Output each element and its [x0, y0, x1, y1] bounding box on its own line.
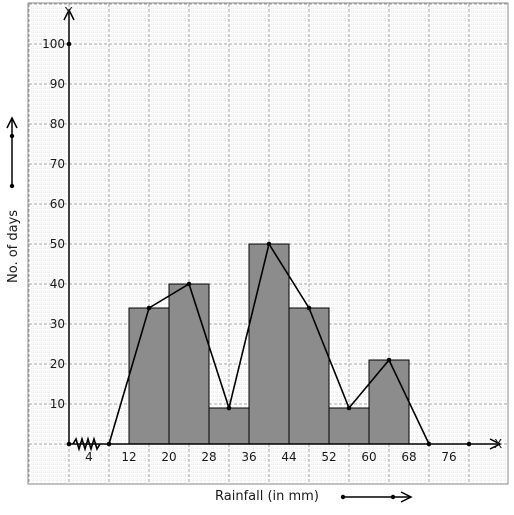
y-axis-arrowhead [63, 8, 75, 21]
frequency-polygon-point [226, 405, 232, 411]
y-tick-label: 60 [50, 197, 65, 211]
origin-point [66, 441, 72, 447]
x-tick-label: 60 [361, 450, 376, 464]
y-axis-letter: Y [64, 5, 73, 19]
frequency-polygon-point [306, 305, 312, 311]
y-tick-label: 30 [50, 317, 65, 331]
x-tick-label: 12 [121, 450, 136, 464]
y-tick-label: 20 [50, 357, 65, 371]
x-axis-arrowhead [489, 438, 502, 450]
y-axis-direction-arrow [6, 116, 18, 189]
frequency-polygon-point [146, 305, 152, 311]
x-tick-label: 4 [85, 450, 93, 464]
y-tick-label: 80 [50, 117, 65, 131]
y-tick-label: 10 [50, 397, 65, 411]
y-tick-label: 90 [50, 77, 65, 91]
y-tick-label: 50 [50, 237, 65, 251]
x-axis-letter: X [494, 437, 502, 451]
x-tick-label: 20 [161, 450, 176, 464]
histogram-bar [288, 307, 330, 445]
bars [128, 243, 410, 445]
x-tick-label: 68 [401, 450, 416, 464]
x-axis-direction-arrow [340, 491, 413, 503]
histogram-bar [168, 283, 210, 445]
x-axis-end-point [466, 441, 472, 447]
x-tick-label: 28 [201, 450, 216, 464]
histogram-bar [208, 407, 250, 445]
frequency-polygon-point [106, 441, 112, 447]
x-tick-label: 76 [441, 450, 456, 464]
tick-labels: 4 12 20 28 36 44 52 60 68 76 10 20 30 40 50 60 70 80 90 100 [42, 37, 457, 464]
frequency-polygon [106, 241, 432, 447]
frequency-polygon-point [346, 405, 352, 411]
y-axis-top-point [66, 41, 72, 47]
axis-break-zigzag [72, 436, 101, 452]
x-tick-label: 44 [281, 450, 296, 464]
x-tick-label: 36 [241, 450, 256, 464]
frequency-polygon-point [426, 441, 432, 447]
frequency-polygon-point [266, 241, 272, 247]
y-tick-label: 40 [50, 277, 65, 291]
y-tick-label: 100 [42, 37, 65, 51]
frequency-polygon-point [386, 357, 392, 363]
histogram-bar [368, 359, 410, 445]
histogram-bar [328, 407, 370, 445]
x-tick-label: 52 [321, 450, 336, 464]
x-axis-title: Rainfall (in mm) [215, 489, 319, 504]
histogram-bar [128, 307, 170, 445]
y-axis-title: No. of days [6, 210, 21, 283]
y-tick-label: 70 [50, 157, 65, 171]
histogram-bar [248, 243, 290, 445]
frequency-polygon-point [186, 281, 192, 287]
